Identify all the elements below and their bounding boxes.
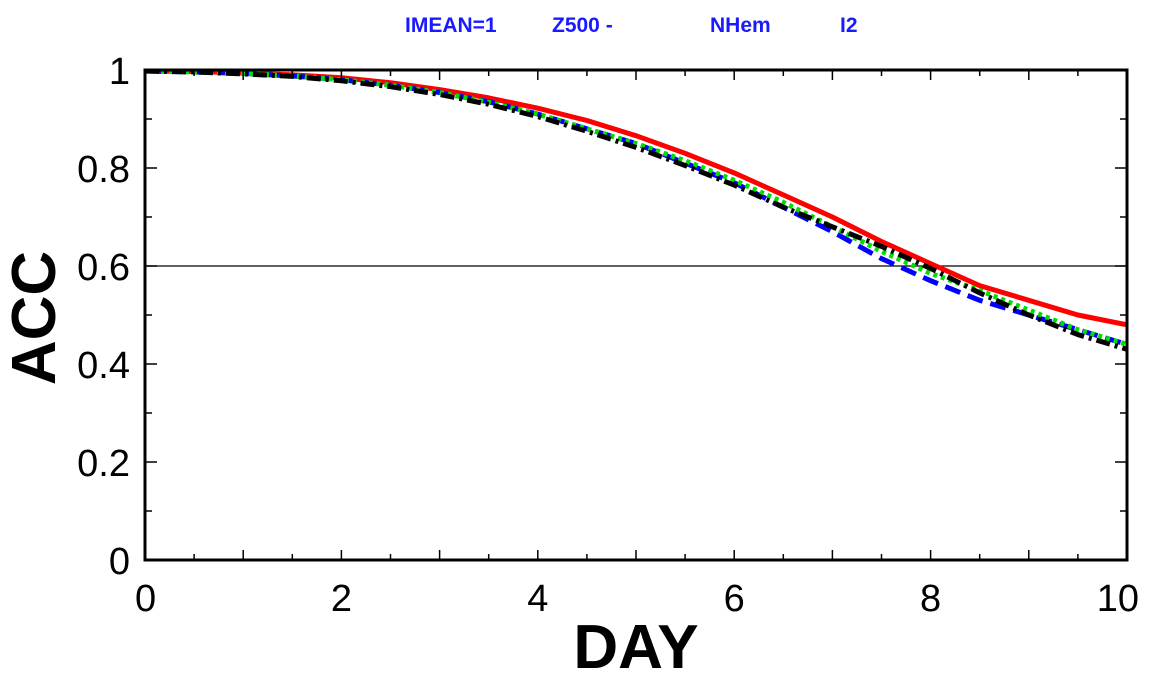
y-tick-label: 0.8 [77, 149, 130, 191]
series-line-2 [144, 68, 1128, 347]
y-tick-labels: 0 0.2 0.4 0.6 0.8 1 [77, 51, 130, 583]
x-axis-label: DAY [573, 613, 698, 675]
title-part-region: NHem [710, 14, 771, 37]
series-line-1 [144, 68, 1128, 328]
y-tick-label: 0.2 [77, 443, 130, 485]
x-tick-labels: 0 2 4 6 8 10 [135, 578, 1139, 620]
title-part-variable: Z500 - [552, 14, 613, 37]
series-layer [144, 68, 1128, 352]
series-line-4 [144, 68, 1128, 352]
y-tick-label: 0.4 [77, 345, 130, 387]
y-tick-label: 0 [109, 541, 130, 583]
y-tick-label: 1 [109, 51, 130, 93]
x-tick-label: 2 [331, 578, 352, 620]
x-tick-label: 4 [527, 578, 548, 620]
y-axis-label: ACC [0, 251, 69, 385]
chart-title: IMEAN=1 Z500 - NHem I2 [405, 14, 858, 37]
x-tick-label: 0 [135, 578, 156, 620]
title-part-imean: IMEAN=1 [405, 14, 497, 37]
series-line-3 [144, 68, 1128, 347]
x-tick-label: 8 [920, 578, 941, 620]
axis-ticks [144, 69, 1128, 561]
x-tick-label: 6 [724, 578, 745, 620]
y-tick-label: 0.6 [77, 247, 130, 289]
title-part-run: I2 [840, 14, 858, 37]
x-tick-label: 10 [1097, 578, 1139, 620]
